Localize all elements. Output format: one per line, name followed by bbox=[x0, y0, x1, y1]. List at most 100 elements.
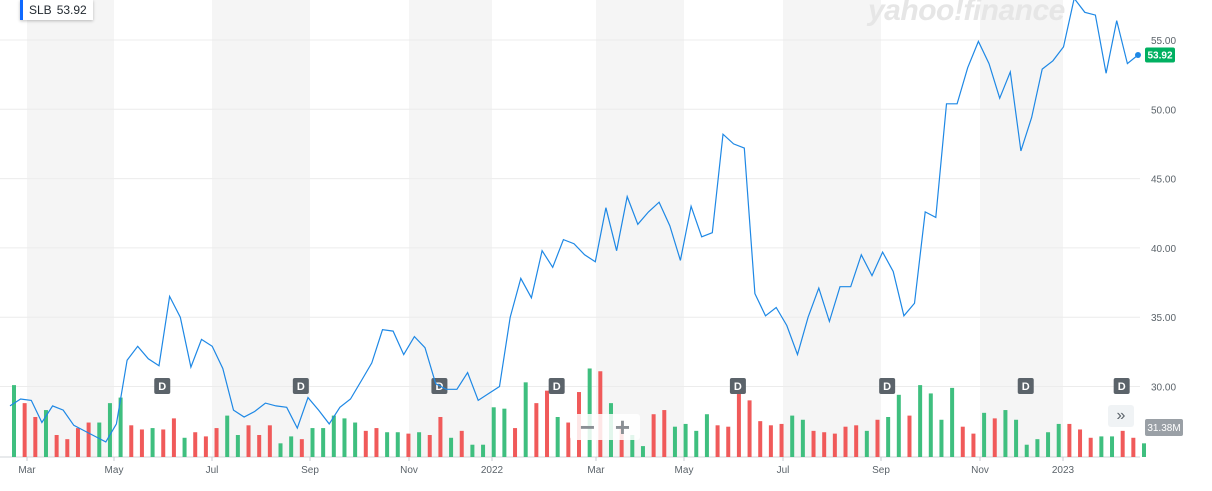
ticker-label: SLB 53.92 bbox=[20, 0, 93, 20]
x-tick-label: 2023 bbox=[1052, 465, 1075, 476]
volume-bar bbox=[310, 428, 315, 457]
volume-bar bbox=[86, 422, 91, 457]
volume-bar bbox=[875, 419, 880, 457]
volume-bar bbox=[822, 432, 827, 457]
dividend-marker[interactable]: D bbox=[729, 378, 746, 394]
volume-bar bbox=[907, 415, 912, 457]
y-tick-label: 40.00 bbox=[1151, 244, 1176, 255]
volume-bar bbox=[438, 416, 443, 457]
dividend-marker-label: D bbox=[435, 381, 443, 393]
dividend-marker-label: D bbox=[1118, 381, 1126, 393]
month-band bbox=[783, 0, 881, 457]
volume-bar bbox=[928, 393, 933, 457]
volume-bar bbox=[1056, 423, 1061, 457]
zoom-controls: − + bbox=[570, 414, 640, 440]
volume-bar bbox=[545, 390, 550, 457]
volume-bar bbox=[651, 414, 656, 457]
volume-bar bbox=[235, 435, 240, 457]
volume-bar bbox=[704, 414, 709, 457]
volume-bar bbox=[491, 407, 496, 457]
volume-bar bbox=[960, 426, 965, 457]
dividend-marker-bg bbox=[154, 378, 171, 394]
volume-bar bbox=[939, 419, 944, 457]
volume-bar bbox=[502, 408, 507, 457]
volume-bar bbox=[1024, 444, 1029, 457]
volume-bar bbox=[321, 428, 326, 457]
zoom-in-button[interactable]: + bbox=[614, 412, 631, 442]
scroll-right-button[interactable]: » bbox=[1108, 405, 1134, 427]
volume-bar bbox=[75, 428, 80, 457]
volume-bar bbox=[481, 444, 486, 457]
x-axis: Mar May Jul Sep Nov 2022 Mar May Jul Sep Nov 2023 bbox=[18, 457, 1075, 476]
volume-bar bbox=[726, 426, 731, 457]
volume-bar bbox=[758, 421, 763, 457]
volume-bar bbox=[1067, 423, 1072, 457]
dividend-marker-bg bbox=[292, 378, 309, 394]
dividend-marker-bg bbox=[548, 378, 565, 394]
volume-bar bbox=[619, 425, 624, 457]
dividend-marker[interactable]: D bbox=[154, 378, 171, 394]
volume-bar bbox=[246, 425, 251, 457]
volume-label: 31.38M bbox=[1147, 423, 1180, 434]
volume-bar bbox=[406, 433, 411, 457]
volume-bar bbox=[54, 435, 59, 457]
ticker-symbol: SLB bbox=[29, 3, 52, 17]
volume-bar bbox=[331, 415, 336, 457]
month-band bbox=[409, 0, 492, 457]
dividend-marker[interactable]: D bbox=[548, 378, 565, 394]
volume-bar bbox=[630, 435, 635, 457]
month-bands bbox=[27, 0, 1063, 457]
volume-bar bbox=[139, 429, 144, 457]
y-axis: 30.00 35.00 40.00 45.00 50.00 55.00 bbox=[1151, 36, 1176, 394]
volume-bar bbox=[214, 428, 219, 457]
dividend-marker[interactable]: D bbox=[1017, 378, 1034, 394]
volume-bar bbox=[811, 430, 816, 457]
volume-bar bbox=[640, 446, 645, 457]
volume-bar bbox=[193, 432, 198, 457]
volume-bar bbox=[1120, 430, 1125, 457]
volume-bar bbox=[864, 430, 869, 457]
volume-bar bbox=[534, 403, 539, 457]
volume-bar bbox=[289, 436, 294, 457]
dividend-marker[interactable]: D bbox=[879, 378, 896, 394]
ticker-price: 53.92 bbox=[56, 3, 87, 17]
volume-bar bbox=[97, 422, 102, 457]
x-tick-label: 2022 bbox=[481, 465, 504, 476]
volume-bar bbox=[182, 437, 187, 457]
x-tick-label: Mar bbox=[18, 465, 36, 476]
volume-bar bbox=[118, 397, 123, 457]
volume-bar bbox=[225, 415, 230, 457]
x-tick-label: Jul bbox=[777, 465, 790, 476]
volume-bar bbox=[363, 430, 368, 457]
dividend-marker-label: D bbox=[734, 381, 742, 393]
x-tick-label: Nov bbox=[971, 465, 989, 476]
dividend-marker-label: D bbox=[553, 381, 561, 393]
x-tick-label: May bbox=[105, 465, 124, 476]
volume-bar bbox=[161, 429, 166, 457]
dividend-marker[interactable]: D bbox=[292, 378, 309, 394]
volume-bar bbox=[886, 416, 891, 457]
volume-bar bbox=[779, 423, 784, 457]
x-tick-label: Sep bbox=[872, 465, 890, 476]
zoom-out-button[interactable]: − bbox=[579, 412, 596, 442]
dividend-marker-bg bbox=[879, 378, 896, 394]
volume-bar bbox=[65, 439, 70, 457]
volume-bar bbox=[150, 428, 155, 457]
volume-bar bbox=[374, 428, 379, 457]
volume-bars bbox=[12, 368, 1146, 457]
volume-bar bbox=[672, 426, 677, 457]
volume-bar bbox=[22, 403, 27, 457]
dividend-marker[interactable]: D bbox=[1113, 378, 1130, 394]
volume-bar bbox=[1003, 410, 1008, 457]
y-tick-label: 45.00 bbox=[1151, 175, 1176, 186]
ticker-accent bbox=[20, 0, 23, 20]
volume-bar bbox=[555, 416, 560, 457]
volume-bar bbox=[12, 385, 16, 457]
volume-bar bbox=[992, 418, 997, 457]
volume-bar bbox=[449, 437, 454, 457]
dividend-marker-label: D bbox=[158, 381, 166, 393]
volume-bar bbox=[694, 430, 699, 457]
volume-bar bbox=[385, 432, 390, 457]
volume-bar bbox=[257, 435, 262, 457]
